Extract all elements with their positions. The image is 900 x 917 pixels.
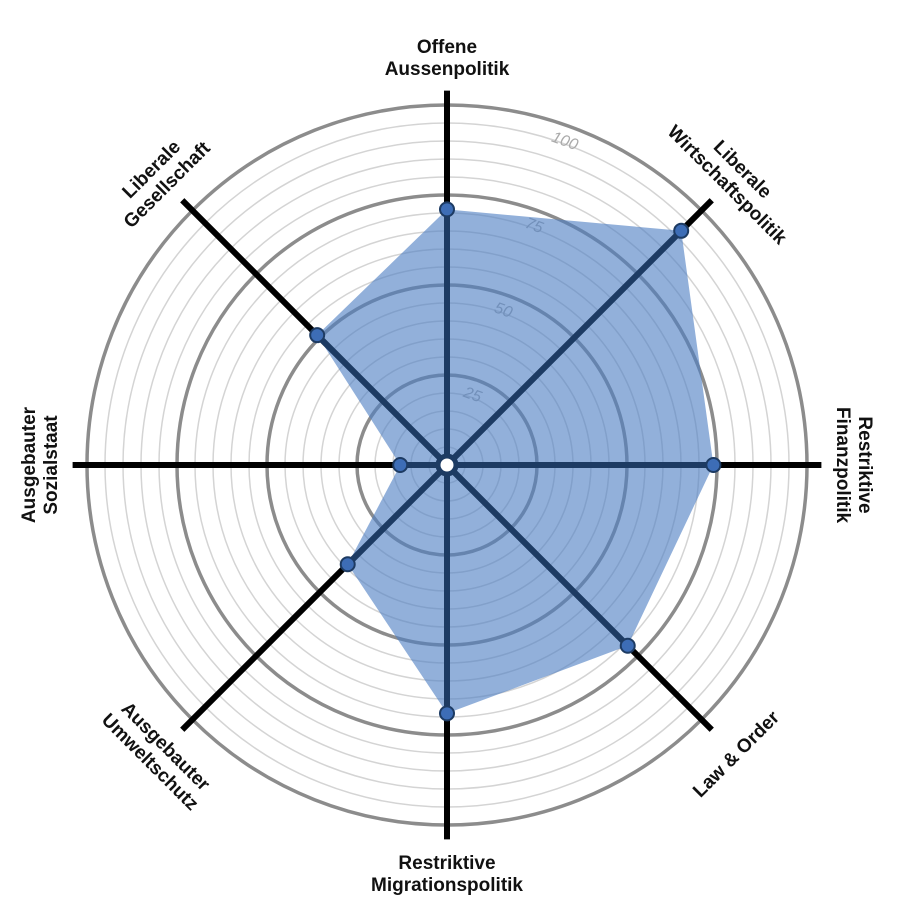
value-spoke [444,462,630,648]
category-label: Restriktive Migrationspolitik [371,853,523,896]
category-label: RestriktiveFinanzpolitik [832,407,875,524]
tick-label: 100 [549,129,580,154]
category-label-line: Finanzpolitik [832,407,853,524]
category-label-line: Migrationspolitik [371,875,523,896]
category-label-line: Ausgebauter [19,406,40,523]
point [309,327,326,344]
category-label-line: Sozialstaat [41,415,62,515]
category-label: AusgebauterSozialstaat [19,406,62,523]
radar-area [317,209,714,714]
center [435,453,459,477]
category-label: Offene Aussenpolitik [385,37,510,80]
category-label-line: Offene [417,37,477,58]
value-spoke [345,462,450,567]
point [392,457,409,473]
category-label-line: Aussenpolitik [385,59,510,80]
point [705,457,722,473]
point [619,637,636,654]
category-label-line: Restriktive [854,416,875,513]
value-spoke [315,333,450,468]
point [439,705,455,722]
value-spoke [444,228,684,468]
point [673,222,690,239]
point [339,556,356,573]
point [439,201,455,218]
category-label-line: Restriktive [398,853,495,874]
